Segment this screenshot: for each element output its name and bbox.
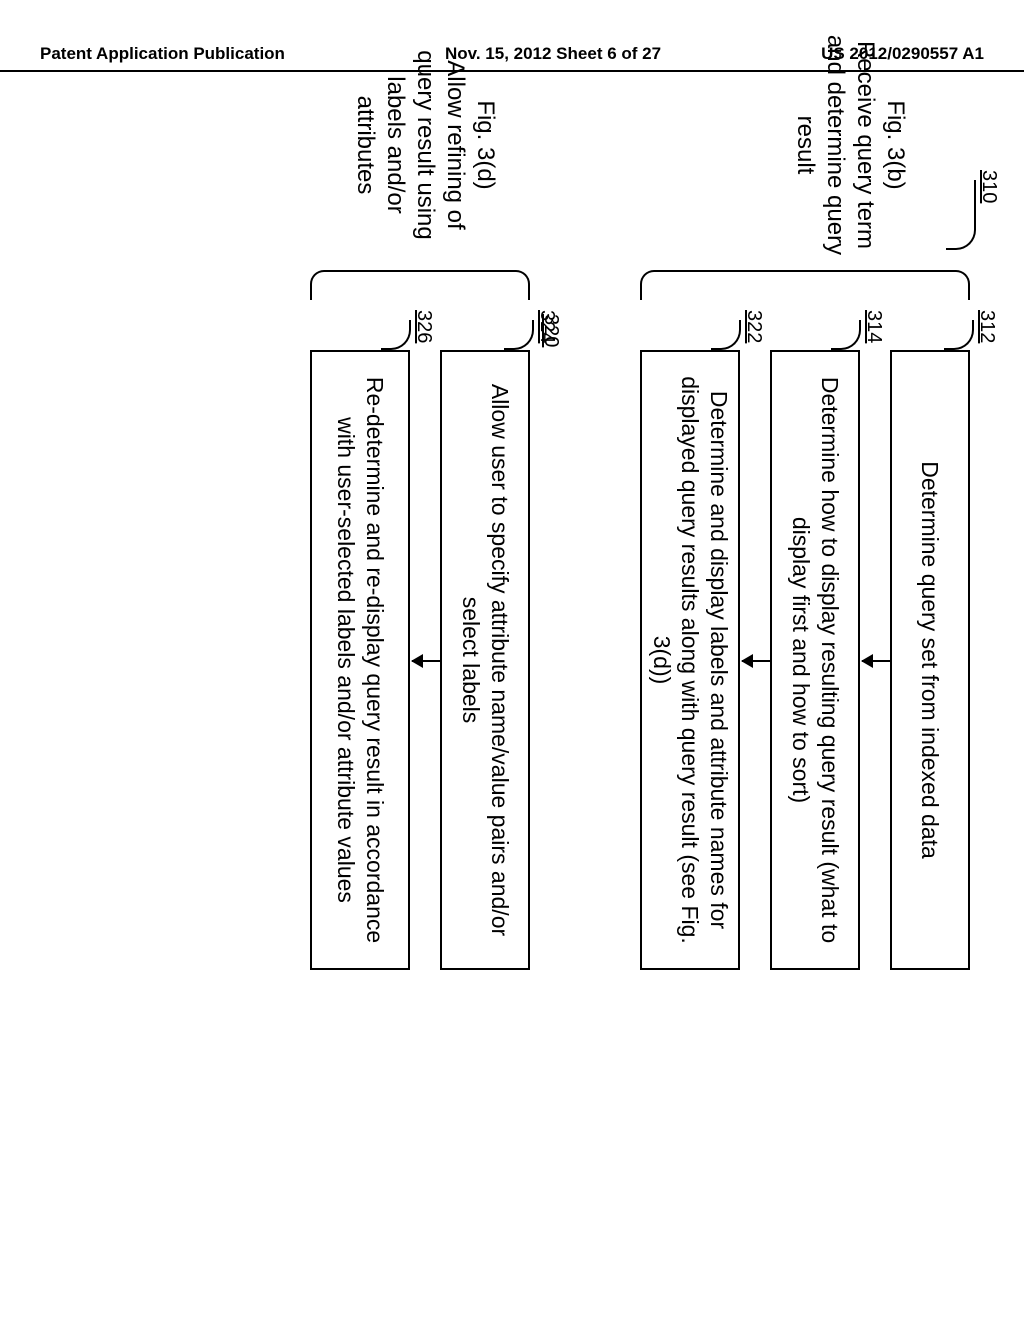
caption-fig3b: Fig. 3(b) Receive query term and determi… [790, 30, 910, 260]
box-text: Allow user to specify attribute name/val… [456, 362, 514, 958]
flowchart-diagram: 310 Fig. 3(b) Receive query term and det… [0, 280, 970, 1060]
box-text: Determine and display labels and attribu… [647, 362, 733, 958]
lead-312 [944, 320, 974, 350]
caption-fig-label: Fig. 3(b) [880, 30, 910, 260]
header-left: Patent Application Publication [40, 44, 285, 64]
flow-box-324: Allow user to specify attribute name/val… [440, 350, 530, 970]
lead-314 [831, 320, 861, 350]
flow-box-312: Determine query set from indexed data [890, 350, 970, 970]
caption-fig3d: Fig. 3(d) Allow refining of query result… [350, 30, 500, 260]
arrow-1 [862, 660, 890, 662]
arrow-2 [742, 660, 770, 662]
flow-box-322: Determine and display labels and attribu… [640, 350, 740, 970]
ref-322: 322 [742, 310, 765, 343]
caption-text: Allow refining of query result using lab… [350, 30, 470, 260]
ref-310: 310 [977, 170, 1000, 203]
arrow-3 [412, 660, 440, 662]
caption-text: Receive query term and determine query r… [790, 30, 880, 260]
box-text: Determine query set from indexed data [916, 461, 945, 859]
brace-group1 [640, 270, 970, 300]
ref-314: 314 [862, 310, 885, 343]
caption-fig-label: Fig. 3(d) [470, 30, 500, 260]
ref-324: 324 [535, 310, 558, 343]
lead-326 [381, 320, 411, 350]
lead-310 [946, 180, 976, 250]
flow-box-326: Re-determine and re-display query result… [310, 350, 410, 970]
lead-322 [711, 320, 741, 350]
brace-group2 [310, 270, 530, 300]
ref-312: 312 [975, 310, 998, 343]
box-text: Re-determine and re-display query result… [331, 362, 389, 958]
box-text: Determine how to display resulting query… [786, 362, 844, 958]
flow-box-314: Determine how to display resulting query… [770, 350, 860, 970]
lead-324 [504, 320, 534, 350]
ref-326: 326 [412, 310, 435, 343]
